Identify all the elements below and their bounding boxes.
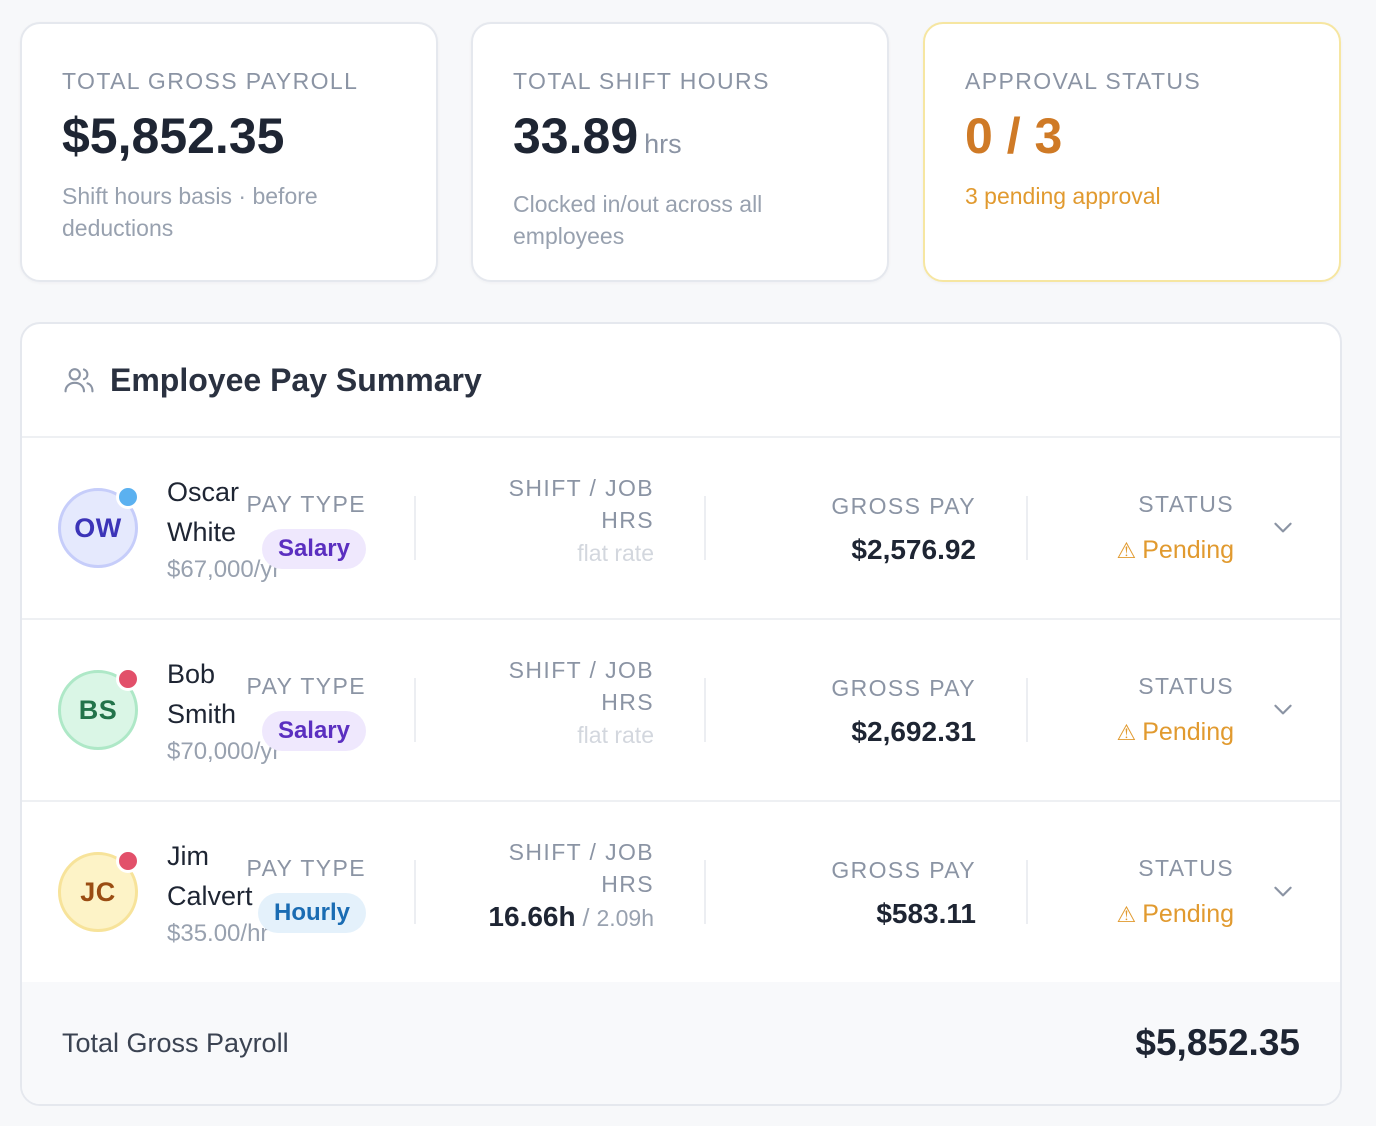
employee-rate: $35.00/hr bbox=[167, 920, 269, 947]
gross-pay-value: $2,576.92 bbox=[851, 534, 976, 565]
flat-rate-text: flat rate bbox=[577, 540, 654, 566]
hours-label: SHIFT / JOB HRS bbox=[508, 657, 654, 715]
pay-type-badge: Salary bbox=[261, 529, 366, 569]
employee-row[interactable]: BS Bob Smith $70,000/yr PAY TYPE Salary … bbox=[22, 620, 1340, 802]
status-label: STATUS bbox=[1138, 855, 1234, 881]
employee-name: Oscar White bbox=[167, 477, 240, 547]
divider bbox=[704, 496, 706, 560]
hours-value: flat rate bbox=[577, 715, 654, 755]
pay-type-label: PAY TYPE bbox=[246, 491, 366, 517]
hours-label: SHIFT / JOB HRS bbox=[508, 839, 654, 897]
footer-total-value: $5,852.35 bbox=[1135, 1022, 1300, 1063]
employee-rate: $70,000/yr bbox=[167, 738, 281, 765]
status-label: STATUS bbox=[1138, 491, 1234, 517]
card-subtext: Clocked in/out across all employees bbox=[513, 191, 763, 249]
presence-dot bbox=[116, 667, 140, 691]
users-icon bbox=[64, 368, 94, 393]
status-value: ⚠ Pending bbox=[1117, 712, 1234, 753]
hours-separator: / bbox=[575, 904, 597, 932]
divider bbox=[704, 678, 706, 742]
divider bbox=[414, 496, 416, 560]
divider bbox=[1026, 678, 1028, 742]
employee-name: Bob Smith bbox=[167, 659, 237, 729]
divider bbox=[1026, 496, 1028, 560]
gross-pay-value: $583.11 bbox=[876, 898, 976, 929]
chevron-down-icon[interactable] bbox=[1270, 878, 1296, 904]
status-text: Pending bbox=[1142, 536, 1234, 564]
card-subtext: 3 pending approval bbox=[965, 183, 1161, 209]
gross-pay-label: GROSS PAY bbox=[831, 857, 976, 883]
pay-type-badge: Hourly bbox=[257, 893, 366, 933]
job-hours: 2.09h bbox=[596, 905, 654, 931]
employee-rate: $67,000/yr bbox=[167, 556, 281, 583]
panel-title: Employee Pay Summary bbox=[110, 361, 482, 398]
presence-dot bbox=[116, 849, 140, 873]
divider bbox=[1026, 860, 1028, 924]
hours-value: flat rate bbox=[577, 533, 654, 573]
divider bbox=[414, 678, 416, 742]
pay-type-badge: Salary bbox=[261, 711, 366, 751]
card-label: APPROVAL STATUS bbox=[965, 68, 1202, 94]
card-value: $5,852.35 bbox=[62, 108, 285, 164]
warning-icon: ⚠ bbox=[1116, 538, 1137, 563]
card-label: TOTAL SHIFT HOURS bbox=[513, 68, 770, 94]
flat-rate-text: flat rate bbox=[577, 722, 654, 748]
divider bbox=[414, 860, 416, 924]
total-shift-hours-card: TOTAL SHIFT HOURS 33.89 hrs Clocked in/ou… bbox=[471, 22, 889, 282]
approval-status-card: APPROVAL STATUS 0 / 3 3 pending approval bbox=[923, 22, 1341, 282]
chevron-down-icon[interactable] bbox=[1270, 514, 1296, 540]
employee-row[interactable]: JC Jim Calvert $35.00/hr PAY TYPE Hourly… bbox=[22, 802, 1340, 984]
gross-pay-label: GROSS PAY bbox=[831, 493, 976, 519]
status-text: Pending bbox=[1142, 718, 1234, 746]
hours-number: 33.89 bbox=[513, 108, 639, 164]
employee-name: Jim Calvert bbox=[167, 841, 253, 911]
warning-icon: ⚠ bbox=[1116, 902, 1137, 927]
footer-total-label: Total Gross Payroll bbox=[62, 1027, 289, 1058]
gross-pay-value: $2,692.31 bbox=[851, 716, 976, 747]
total-gross-payroll-card: TOTAL GROSS PAYROLL $5,852.35 Shift hour… bbox=[20, 22, 438, 282]
gross-pay-label: GROSS PAY bbox=[831, 675, 976, 701]
employee-pay-summary-panel: Employee Pay Summary OW Oscar White $67,… bbox=[20, 322, 1342, 1106]
status-text: Pending bbox=[1142, 900, 1234, 928]
hours-unit: hrs bbox=[644, 129, 682, 159]
hours-label: SHIFT / JOB HRS bbox=[508, 475, 654, 533]
status-value: ⚠ Pending bbox=[1117, 530, 1234, 571]
status-value: ⚠ Pending bbox=[1117, 894, 1234, 935]
card-value: 0 / 3 bbox=[965, 108, 1063, 164]
panel-header: Employee Pay Summary bbox=[22, 324, 1340, 438]
card-value: 33.89 hrs bbox=[513, 108, 847, 172]
status-label: STATUS bbox=[1138, 673, 1234, 699]
shift-hours: 16.66h bbox=[488, 901, 576, 932]
hours-value: 16.66h / 2.09h bbox=[488, 897, 654, 938]
presence-dot bbox=[116, 485, 140, 509]
pay-type-label: PAY TYPE bbox=[246, 855, 366, 881]
panel-footer: Total Gross Payroll $5,852.35 bbox=[22, 982, 1340, 1104]
employee-row[interactable]: OW Oscar White $67,000/yr PAY TYPE Salar… bbox=[22, 438, 1340, 620]
chevron-down-icon[interactable] bbox=[1270, 696, 1296, 722]
pay-type-label: PAY TYPE bbox=[246, 673, 366, 699]
warning-icon: ⚠ bbox=[1116, 720, 1137, 745]
divider bbox=[704, 860, 706, 924]
card-subtext: Shift hours basis · before deductions bbox=[62, 183, 318, 241]
card-label: TOTAL GROSS PAYROLL bbox=[62, 68, 359, 94]
